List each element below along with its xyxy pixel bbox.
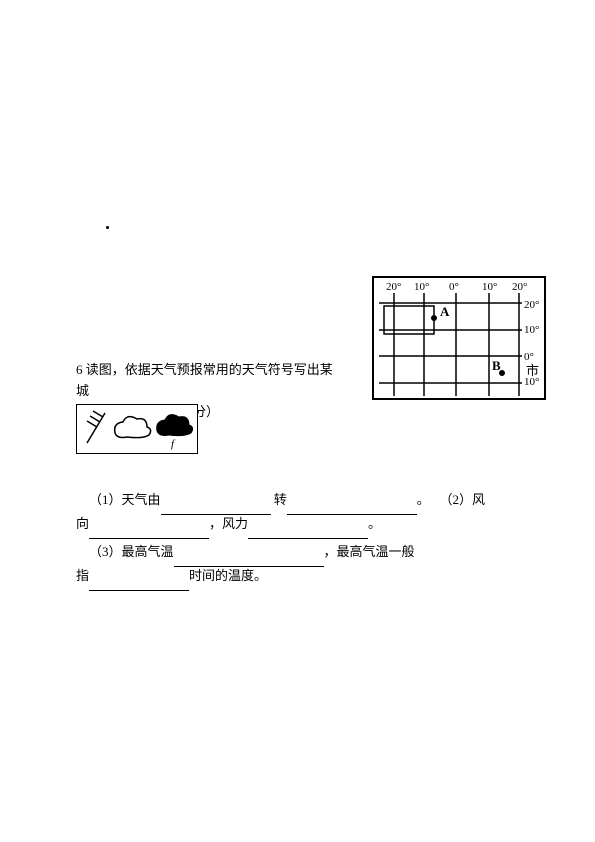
- text: ，最高气温一般: [324, 544, 415, 559]
- point-b-label: B: [492, 358, 501, 373]
- weather-symbols: f: [76, 404, 198, 454]
- text: 。: [368, 516, 381, 531]
- text: （1）天气由: [89, 492, 161, 507]
- icon-label: f: [171, 438, 176, 450]
- text: 指: [76, 568, 89, 583]
- wind-icon: [87, 411, 105, 443]
- point-a-label: A: [440, 304, 450, 319]
- city-char: 市: [526, 360, 539, 379]
- text: ，风力: [209, 516, 248, 531]
- thunderstorm-icon: f: [157, 415, 193, 450]
- weather-symbols-svg: f: [77, 405, 197, 453]
- blank[interactable]: [89, 524, 209, 539]
- ink-dot: [106, 226, 109, 229]
- lon-label: 20°: [386, 281, 401, 293]
- blank[interactable]: [248, 524, 368, 539]
- latlon-grid-map: 20° 10° 0° 10° 20° 20° 10° 0° 10°: [372, 276, 546, 400]
- lat-label: 10°: [524, 324, 539, 336]
- lon-label: 0°: [449, 281, 459, 293]
- cloudy-icon: [115, 417, 151, 438]
- text: 转: [274, 492, 287, 507]
- text: （2）风: [440, 492, 486, 507]
- question-text: 读图，依据天气预报常用的天气符号写出某城: [76, 362, 333, 398]
- lat-label: 20°: [524, 299, 539, 311]
- lon-label: 10°: [414, 281, 429, 293]
- question-line-2: 向 ，风力 。: [76, 510, 536, 539]
- latlon-grid-svg: 20° 10° 0° 10° 20° 20° 10° 0° 10°: [374, 278, 544, 398]
- text: （3）最高气温: [89, 544, 174, 559]
- lon-label: 20°: [512, 281, 527, 293]
- text: 时间的温度。: [189, 568, 267, 583]
- question-number: 6: [76, 362, 83, 377]
- text: 向: [76, 516, 89, 531]
- blank[interactable]: [89, 576, 189, 591]
- text: 。: [417, 492, 430, 507]
- lon-label: 10°: [482, 281, 497, 293]
- question-line-4: 指 时间的温度。: [76, 562, 536, 591]
